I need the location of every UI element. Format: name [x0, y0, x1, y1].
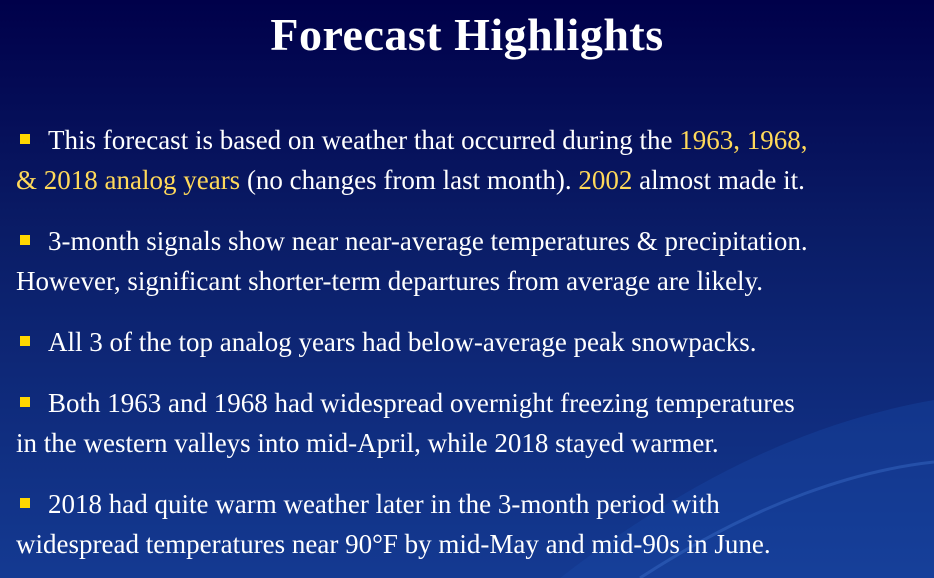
square-bullet-icon — [20, 134, 30, 144]
bullet-text: This forecast is based on weather that o… — [48, 125, 680, 155]
bullet-text: widespread temperatures near 90°F by mid… — [16, 529, 771, 559]
bullet-text: 2018 had quite warm weather later in the… — [48, 489, 720, 519]
highlight-text: & 2018 analog years — [16, 165, 241, 195]
bullet-item-3-month-signals: 3-month signals show near near-average t… — [16, 221, 926, 301]
bullet-item-warm-weather: 2018 had quite warm weather later in the… — [16, 484, 926, 564]
bullet-item-analog-years: This forecast is based on weather that o… — [16, 120, 926, 200]
square-bullet-icon — [20, 336, 30, 346]
slide-title: Forecast Highlights — [270, 9, 664, 60]
bullet-list: This forecast is based on weather that o… — [16, 120, 926, 578]
highlight-text: 1963, 1968, — [679, 125, 808, 155]
bullet-text: in the western valleys into mid-April, w… — [16, 428, 719, 458]
bullet-text: All 3 of the top analog years had below-… — [48, 327, 757, 357]
bullet-item-snowpacks: All 3 of the top analog years had below-… — [16, 322, 926, 362]
bullet-text: (no changes from last month). — [240, 165, 579, 195]
highlight-text: 2002 — [578, 165, 633, 195]
bullet-item-freezing-temperatures: Both 1963 and 1968 had widespread overni… — [16, 383, 926, 463]
bullet-text: 3-month signals show near near-average t… — [48, 226, 808, 256]
square-bullet-icon — [20, 397, 30, 407]
bullet-text: Both 1963 and 1968 had widespread overni… — [48, 388, 795, 418]
bullet-text: However, significant shorter-term depart… — [16, 266, 764, 296]
square-bullet-icon — [20, 498, 30, 508]
bullet-text: almost made it. — [632, 165, 805, 195]
square-bullet-icon — [20, 235, 30, 245]
